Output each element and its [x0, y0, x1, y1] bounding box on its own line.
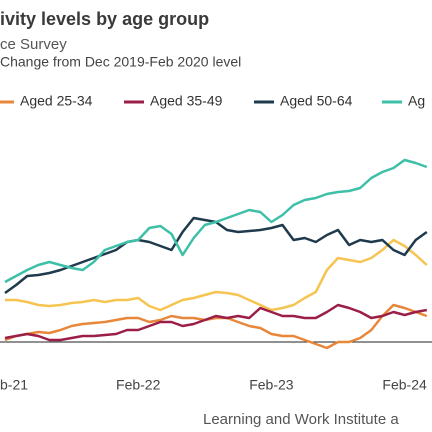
legend-label: Aged 35-49	[150, 93, 223, 109]
source: Learning and Work Institute a	[203, 411, 399, 428]
x-tick-label: b-21	[0, 377, 28, 393]
series-line	[5, 238, 428, 312]
chart-title: ivity levels by age group	[0, 9, 209, 29]
series-line	[4, 216, 428, 295]
legend-label: Aged 50-64	[280, 93, 353, 109]
series-line	[4, 158, 428, 284]
series-line	[4, 303, 428, 342]
legend-label: Ag	[408, 93, 425, 109]
x-tick-label: Feb-22	[116, 377, 161, 393]
y-axis-label: Change from Dec 2019-Feb 2020 level	[0, 54, 241, 70]
chart-subtitle: ce Survey	[0, 36, 67, 53]
series-line	[4, 303, 428, 350]
x-tick-label: Feb-24	[382, 377, 427, 393]
x-tick-label: Feb-23	[249, 377, 294, 393]
legend-label: Aged 25-34	[20, 93, 93, 109]
